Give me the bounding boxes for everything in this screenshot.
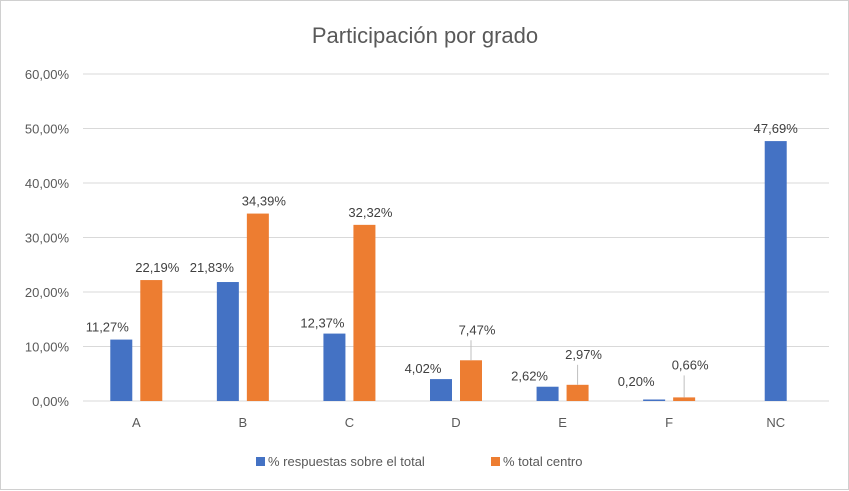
data-label: 21,83% bbox=[190, 260, 235, 275]
bar-respuestas-NC bbox=[764, 141, 787, 402]
gridlines bbox=[83, 73, 829, 402]
data-labels: 11,27% 22,19% 21,83% 34,39% 12,37% 32,32% 4,02… bbox=[86, 121, 798, 389]
bars bbox=[110, 141, 787, 402]
data-label: 12,37% bbox=[300, 316, 345, 331]
y-tick-label: 60,00% bbox=[25, 67, 70, 82]
data-label: 11,27% bbox=[86, 320, 130, 335]
leader-lines bbox=[470, 340, 685, 398]
data-label: 4,02% bbox=[405, 361, 442, 376]
x-tick-label: A bbox=[132, 415, 141, 430]
y-axis-ticks: 0,00% 10,00% 20,00% 30,00% 40,00% 50,00% 60,00… bbox=[25, 67, 70, 409]
bar-total-centro-C bbox=[353, 224, 376, 401]
data-label: 32,32% bbox=[348, 205, 393, 220]
bar-respuestas-B bbox=[216, 282, 239, 401]
y-tick-label: 30,00% bbox=[25, 231, 70, 246]
bar-respuestas-D bbox=[430, 379, 452, 401]
x-tick-label: F bbox=[665, 415, 673, 430]
y-tick-label: 40,00% bbox=[25, 176, 70, 191]
bar-total-centro-A bbox=[140, 280, 163, 401]
y-tick-label: 20,00% bbox=[25, 285, 70, 300]
x-tick-label: NC bbox=[766, 415, 785, 430]
bar-respuestas-C bbox=[323, 333, 346, 401]
legend-label: % total centro bbox=[503, 454, 583, 469]
y-tick-label: 10,00% bbox=[25, 340, 70, 355]
legend-item: % total centro bbox=[491, 454, 583, 469]
x-tick-label: B bbox=[239, 415, 248, 430]
legend-item: % respuestas sobre el total bbox=[256, 454, 425, 469]
legend-label: % respuestas sobre el total bbox=[268, 454, 425, 469]
x-tick-label: D bbox=[451, 415, 460, 430]
x-tick-label: E bbox=[558, 415, 567, 430]
legend-swatch bbox=[491, 457, 500, 466]
data-label: 22,19% bbox=[135, 260, 180, 275]
bar-respuestas-A bbox=[110, 339, 133, 401]
bar-total-centro-B bbox=[246, 213, 269, 401]
y-tick-label: 0,00% bbox=[32, 394, 69, 409]
data-label: 2,97% bbox=[565, 347, 602, 362]
data-label: 47,69% bbox=[754, 121, 799, 136]
legend-swatch bbox=[256, 457, 265, 466]
legend: % respuestas sobre el total % total centr… bbox=[256, 454, 583, 469]
chart-title: Participación por grado bbox=[312, 23, 538, 48]
bar-total-centro-E bbox=[566, 384, 589, 401]
x-axis-ticks: A B C D E F NC bbox=[132, 415, 785, 430]
data-label: 34,39% bbox=[242, 194, 287, 209]
y-tick-label: 50,00% bbox=[25, 122, 70, 137]
bar-respuestas-F bbox=[643, 399, 666, 401]
data-label: 0,66% bbox=[672, 357, 709, 372]
data-label: 0,20% bbox=[618, 374, 655, 389]
x-tick-label: C bbox=[345, 415, 354, 430]
bar-total-centro-F bbox=[673, 397, 696, 401]
bar-respuestas-E bbox=[536, 386, 559, 401]
data-label: 7,47% bbox=[459, 322, 496, 337]
data-label: 2,62% bbox=[511, 369, 548, 384]
bar-total-centro-D bbox=[460, 360, 482, 401]
